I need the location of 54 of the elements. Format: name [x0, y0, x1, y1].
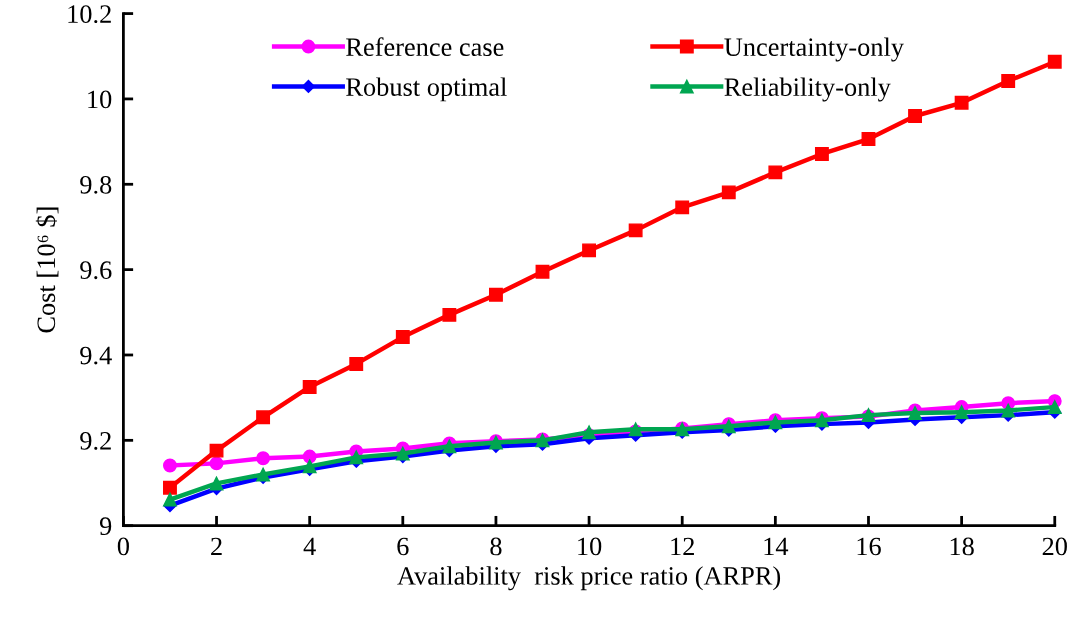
point [954, 405, 969, 420]
y-tick-label: 9.6 [80, 261, 112, 280]
point [256, 410, 271, 425]
x-tick-label: 4 [303, 537, 316, 556]
point [209, 456, 224, 471]
point [582, 243, 597, 258]
point [302, 449, 317, 464]
point [1047, 400, 1062, 414]
point [163, 458, 177, 473]
point [209, 443, 224, 458]
y-tick-label: 9.4 [80, 346, 112, 365]
point [1001, 403, 1016, 418]
point [302, 380, 317, 394]
x-tick-label: 12 [671, 537, 694, 556]
point [395, 330, 410, 345]
x-tick-label: 6 [397, 537, 409, 556]
x-tick-label: 0 [117, 537, 129, 556]
y-tick-label: 9 [99, 517, 112, 536]
point [442, 307, 457, 322]
x-tick-label: 8 [490, 537, 502, 556]
x-tick-label: 16 [857, 537, 881, 556]
point [1047, 54, 1062, 69]
point [163, 492, 177, 507]
point [349, 356, 364, 371]
point [954, 95, 969, 110]
point [209, 476, 224, 491]
point [535, 264, 550, 279]
legend-label: Reliability-only [724, 77, 891, 102]
legend-label: Reference case [346, 37, 504, 57]
point [488, 287, 503, 302]
point [814, 147, 829, 161]
point [861, 132, 876, 146]
y-tick-label: 10 [88, 90, 112, 109]
point [721, 185, 736, 200]
y-axis-title: Cost [10⁶ $] [35, 207, 59, 333]
point [908, 109, 922, 123]
point [768, 165, 783, 180]
x-tick-label: 20 [1042, 537, 1067, 556]
x-tick-label: 18 [950, 537, 974, 556]
y-tick-label: 10.2 [68, 5, 111, 24]
point [163, 480, 177, 495]
x-tick-label: 10 [578, 537, 602, 556]
x-tick-label: 14 [764, 537, 789, 556]
x-axis-title: Availability risk price ratio (ARPR) [397, 566, 781, 591]
point [675, 200, 690, 215]
point [349, 450, 364, 465]
y-tick-label: 9.2 [80, 432, 111, 450]
point [628, 223, 643, 238]
legend-label: Robust optimal [346, 77, 507, 102]
point [256, 451, 271, 466]
x-tick-label: 2 [211, 537, 222, 556]
point [1001, 74, 1016, 88]
y-tick-label: 9.8 [80, 175, 112, 194]
legend-label: Uncertainty-only [724, 37, 904, 62]
